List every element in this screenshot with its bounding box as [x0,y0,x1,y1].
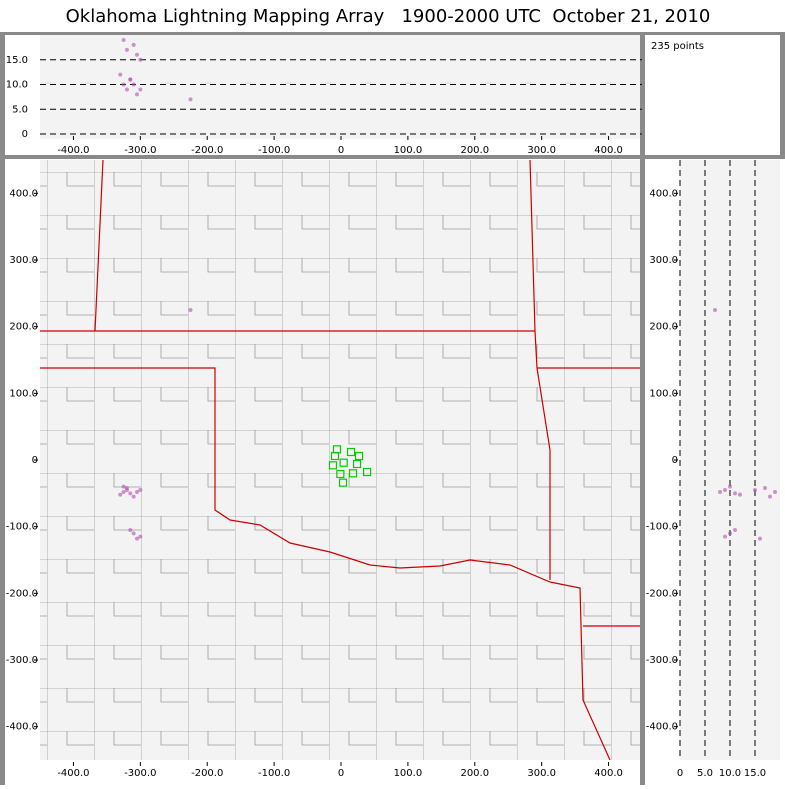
source-point [718,490,722,494]
x-tick-label: -200.0 [191,145,223,156]
x-tick-label: -400.0 [57,768,89,779]
source-point [758,536,762,541]
y-tick-label: 10.0 [6,80,28,91]
y-tick-label: 300.0 [9,255,38,266]
y-tick-label: -100.0 [646,522,678,533]
source-point [124,47,129,52]
source-point [728,484,732,489]
x-tick-label: -200.0 [191,768,223,779]
station [354,451,364,461]
source-point [128,528,133,532]
x-tick-label: 300.0 [527,768,556,779]
source-point [188,97,193,102]
y-tick-label: 300.0 [649,255,678,266]
x-tick-label: 200.0 [460,768,489,779]
x-tick-label: 100.0 [394,768,423,779]
chart-title: Oklahoma Lightning Mapping Array 1900-20… [66,6,711,27]
y-tick-label: -200.0 [6,588,38,599]
source-point [138,57,143,62]
y-tick-label: 200.0 [9,322,38,333]
y-tick-label: 400.0 [9,188,38,199]
top-plot-bg [40,35,640,139]
station [330,451,340,461]
y-tick-label: 200.0 [649,322,678,333]
y-tick-label: 100.0 [9,388,38,399]
source-point [723,534,727,539]
source-point [124,486,129,490]
source-point [131,82,136,87]
x-tick-label: 0 [338,768,344,779]
state-borders [40,159,640,761]
source-point [131,531,136,536]
source-point [121,37,126,42]
source-point [733,528,737,532]
x-tick-label: 100.0 [394,145,423,156]
source-point [124,87,129,92]
x-tick-label: 15.0 [744,768,766,779]
x-tick-label: 5.0 [697,768,713,779]
y-tick-label: -200.0 [646,588,678,599]
x-tick-label: 0 [338,145,344,156]
info-box [645,35,780,155]
source-point [121,490,126,494]
y-tick-label: -300.0 [6,655,38,666]
station [352,459,362,469]
source-point [121,484,126,489]
y-tick-label: -400.0 [646,722,678,733]
source-point [134,92,139,97]
source-point [138,488,143,492]
x-tick-label: 10.0 [719,768,741,779]
source-point [121,82,126,87]
y-tick-label: 0 [22,129,28,140]
station [338,478,348,487]
source-point [128,491,133,496]
x-tick-label: 200.0 [460,145,489,156]
station [362,467,372,477]
source-point [728,531,732,536]
source-point [118,492,123,497]
x-tick-label: -400.0 [57,145,89,156]
x-tick-label: 300.0 [527,145,556,156]
source-point [723,488,727,492]
source-point [753,488,757,492]
source-point [138,87,143,92]
x-tick-label: -100.0 [258,768,290,779]
y-tick-label: 100.0 [649,388,678,399]
source-point [733,491,737,496]
x-tick-label: 400.0 [594,145,623,156]
x-tick-label: 0 [677,768,683,779]
point-count: 235 points [651,41,704,52]
y-tick-label: -400.0 [6,722,38,733]
y-tick-label: -300.0 [646,655,678,666]
station [346,447,356,457]
source-point [188,308,193,312]
x-tick-label: -100.0 [258,145,290,156]
source-point [128,77,133,82]
x-tick-label: -300.0 [124,145,156,156]
source-point [713,308,717,312]
source-point [134,536,139,541]
y-tick-label: -100.0 [6,522,38,533]
source-point [138,534,143,539]
source-point [773,490,777,494]
title-bar [0,0,785,32]
source-point [131,42,136,47]
station [336,469,345,479]
x-tick-label: 400.0 [594,768,623,779]
source-point [738,492,742,497]
station [348,469,358,478]
y-tick-label: 400.0 [649,188,678,199]
source-point [768,494,772,499]
source-point [763,486,767,490]
station [328,461,338,470]
station [339,458,348,467]
y-tick-label: 15.0 [6,55,28,66]
source-point [134,490,139,494]
source-point [131,494,136,499]
source-point [134,52,139,57]
source-point [118,72,123,77]
y-tick-label: 5.0 [12,104,28,115]
x-tick-label: -300.0 [124,768,156,779]
